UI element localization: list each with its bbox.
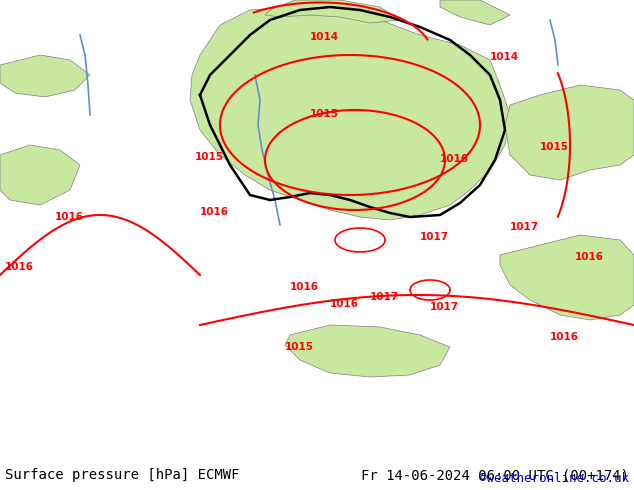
Text: Fr 14-06-2024 06:00 UTC (00+174): Fr 14-06-2024 06:00 UTC (00+174) [361,468,629,482]
Text: 1016: 1016 [550,332,579,342]
Text: 1016: 1016 [440,154,469,164]
Text: ©weatheronline.co.uk: ©weatheronline.co.uk [479,472,629,485]
Text: 1016: 1016 [575,252,604,262]
Text: 1017: 1017 [420,232,449,242]
Text: 1015: 1015 [540,142,569,152]
Text: 1016: 1016 [330,299,359,309]
Text: 1014: 1014 [310,32,339,42]
Text: 1017: 1017 [370,292,399,302]
Text: 1014: 1014 [490,52,519,62]
Text: 1016: 1016 [290,282,319,292]
Text: 1017: 1017 [430,302,459,312]
Text: 1015: 1015 [310,109,339,119]
Text: 1015: 1015 [285,342,314,352]
Text: Surface pressure [hPa] ECMWF: Surface pressure [hPa] ECMWF [5,468,240,482]
Text: 1015: 1015 [195,152,224,162]
Text: 1016: 1016 [5,262,34,272]
Text: 1016: 1016 [200,207,229,217]
Text: 1017: 1017 [510,222,539,232]
Text: 1016: 1016 [55,212,84,222]
